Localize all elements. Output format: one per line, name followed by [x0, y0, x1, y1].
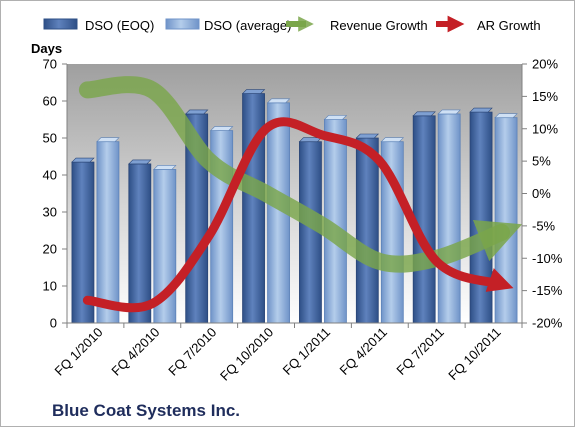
- bar-top: [494, 113, 518, 118]
- y-left-axis-title: Days: [31, 41, 62, 56]
- legend-label-ar-growth: AR Growth: [477, 18, 541, 33]
- chart-title: Blue Coat Systems Inc.: [52, 401, 240, 420]
- point-revenue-growth: [152, 89, 153, 90]
- point-revenue-growth: [501, 232, 502, 233]
- x-tick-label: FQ 1/2010: [52, 325, 106, 379]
- bar-top: [241, 89, 266, 94]
- x-tick-label: FQ 4/2010: [108, 325, 162, 379]
- bar-dso-average: [96, 137, 120, 324]
- point-ar-growth: [501, 284, 502, 285]
- bar-body: [469, 111, 493, 324]
- bar-top: [184, 109, 209, 115]
- x-tick-label: FQ 7/2011: [393, 325, 446, 378]
- bar-body: [437, 113, 461, 324]
- bar-dso-eoq: [128, 159, 152, 324]
- x-tick-label: FQ 1/2011: [280, 325, 333, 378]
- legend-swatch-dso-eoq: [43, 18, 78, 30]
- y-right-tick-label: 5%: [532, 154, 551, 169]
- y-left-tick-label: 70: [43, 57, 57, 72]
- point-revenue-growth: [322, 225, 323, 226]
- bar-top: [323, 115, 348, 120]
- bar-top: [96, 137, 120, 142]
- bar-top: [71, 157, 95, 163]
- y-right-tick-label: -10%: [532, 251, 563, 266]
- bar-dso-eoq: [241, 89, 266, 324]
- bar-top: [469, 107, 493, 113]
- y-left-tick-label: 60: [43, 94, 57, 109]
- y-right-tick-label: -15%: [532, 283, 563, 298]
- point-revenue-growth: [379, 261, 380, 262]
- legend-item-dso-average: DSO (average): [165, 18, 291, 33]
- y-left-tick-label: 10: [43, 279, 57, 294]
- y-left-tick-label: 40: [43, 168, 57, 183]
- bar-top: [209, 126, 234, 131]
- x-tick-label: FQ 10/2010: [217, 325, 276, 384]
- legend-label-revenue-growth: Revenue Growth: [330, 18, 428, 33]
- point-ar-growth: [152, 303, 153, 304]
- bar-body: [494, 117, 518, 324]
- legend-swatch-dso-average: [165, 18, 200, 30]
- y-right-tick-label: 0%: [532, 186, 551, 201]
- y-right-tick-label: 15%: [532, 89, 558, 104]
- legend-item-revenue-growth: Revenue Growth: [286, 16, 428, 33]
- line-ar-growth: [82, 117, 514, 313]
- y-right-tick-label: 20%: [532, 57, 558, 72]
- bar-body: [128, 163, 152, 324]
- legend: DSO (EOQ) DSO (average) Revenue Growth A…: [43, 15, 541, 33]
- y-left-tick-label: 0: [50, 316, 57, 331]
- bar-body: [412, 115, 436, 324]
- point-ar-growth: [209, 235, 210, 236]
- x-tick-label: FQ 10/2011: [445, 325, 503, 383]
- legend-label-dso-average: DSO (average): [204, 18, 291, 33]
- y-left-tick-label: 20: [43, 242, 57, 257]
- y-right-tick-label: -20%: [532, 316, 563, 331]
- x-tick-label: FQ 4/2011: [337, 325, 390, 378]
- point-revenue-growth: [209, 161, 210, 162]
- bar-top: [153, 165, 177, 170]
- bar-top: [380, 137, 405, 142]
- point-ar-growth: [266, 128, 267, 129]
- legend-label-dso-eoq: DSO (EOQ): [85, 18, 154, 33]
- bar-body: [355, 137, 379, 324]
- legend-item-dso-eoq: DSO (EOQ): [43, 18, 154, 33]
- point-revenue-growth: [87, 89, 88, 90]
- bar-top: [437, 109, 461, 115]
- y-right-tick-label: 10%: [532, 121, 558, 136]
- x-tick-label: FQ 7/2010: [165, 325, 219, 379]
- bar-body: [96, 141, 120, 324]
- bar-dso-average: [494, 113, 518, 324]
- point-ar-growth: [436, 261, 437, 262]
- bar-top: [266, 98, 291, 104]
- bar-top: [128, 159, 152, 165]
- y-left-tick-label: 30: [43, 205, 57, 220]
- bar-dso-eoq: [469, 107, 493, 324]
- point-ar-growth: [87, 300, 88, 301]
- bar-top: [412, 111, 436, 117]
- y-right-tick-label: -5%: [532, 218, 556, 233]
- bar-dso-average: [437, 109, 461, 324]
- bar-dso-eoq: [412, 111, 436, 324]
- legend-item-ar-growth: AR Growth: [436, 15, 541, 33]
- point-revenue-growth: [266, 193, 267, 194]
- bar-top: [355, 133, 380, 139]
- point-ar-growth: [322, 135, 323, 136]
- y-left-tick-label: 50: [43, 131, 57, 146]
- point-ar-growth: [379, 161, 380, 162]
